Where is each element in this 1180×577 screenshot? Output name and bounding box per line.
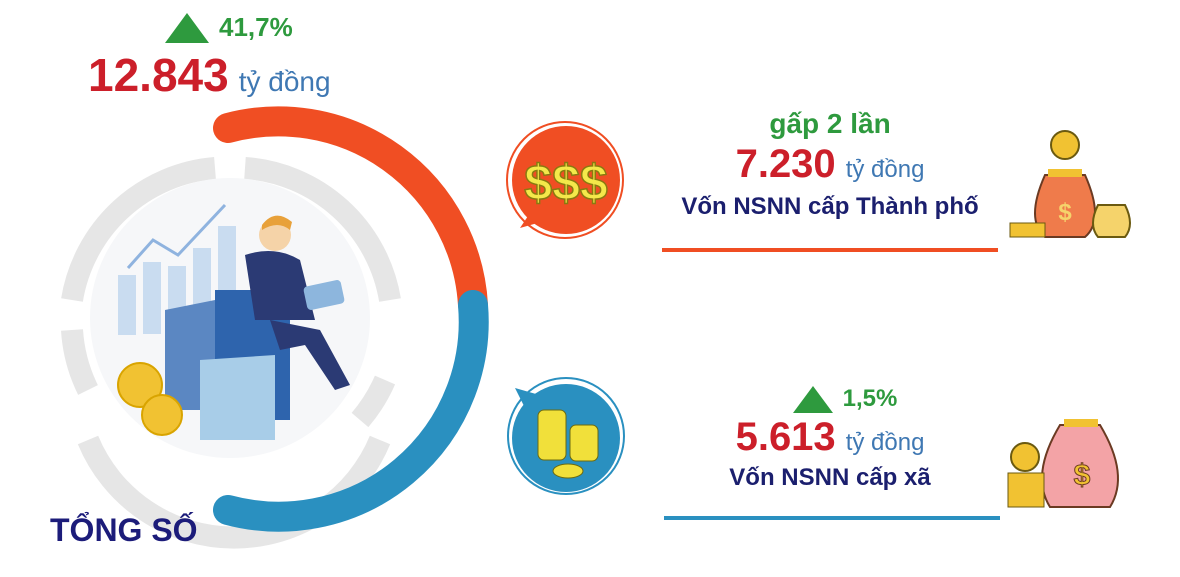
city-block: gấp 2 lần 7.230 tỷ đồng Vốn NSNN cấp Thà… xyxy=(660,108,1000,221)
total-value: 12.843 xyxy=(88,49,229,101)
total-unit: tỷ đồng xyxy=(238,66,331,97)
money-bag-plant-icon: $ xyxy=(1009,130,1131,238)
ring-segment-commune xyxy=(213,290,489,532)
commune-block: 1,5% 5.613 tỷ đồng Vốn NSNN cấp xã xyxy=(660,385,1000,492)
ring-segment-city xyxy=(213,106,488,320)
total-amount: 12.843 tỷ đồng xyxy=(88,48,331,102)
commune-growth: 1,5% xyxy=(842,385,898,412)
total-growth-value: 41,7% xyxy=(219,12,293,42)
svg-text:$: $ xyxy=(1074,459,1091,492)
total-ring-chart xyxy=(61,106,489,549)
business-illustration xyxy=(117,203,350,440)
commune-unit: tỷ đồng xyxy=(845,429,925,456)
money-bag-icon: $ xyxy=(1007,419,1119,508)
city-growth: gấp 2 lần xyxy=(769,108,891,139)
svg-text:$$$: $$$ xyxy=(524,155,608,211)
city-underline xyxy=(662,248,998,252)
total-growth: 41,7% xyxy=(165,12,293,43)
city-value: 7.230 xyxy=(735,142,836,186)
coin-stacks-icon xyxy=(507,377,625,495)
commune-underline xyxy=(664,516,1000,520)
svg-text:$: $ xyxy=(1058,199,1072,226)
up-triangle-icon xyxy=(165,12,209,43)
total-label: TỔNG SỐ xyxy=(50,512,198,548)
city-label: Vốn NSNN cấp Thành phố xyxy=(681,193,979,220)
dollar-signs-icon: $$$ xyxy=(506,121,624,239)
up-triangle-icon xyxy=(792,385,833,413)
grey-inner-ring xyxy=(61,157,401,549)
commune-value: 5.613 xyxy=(735,415,836,459)
city-unit: tỷ đồng xyxy=(845,156,925,183)
commune-label: Vốn NSNN cấp xã xyxy=(729,464,931,491)
